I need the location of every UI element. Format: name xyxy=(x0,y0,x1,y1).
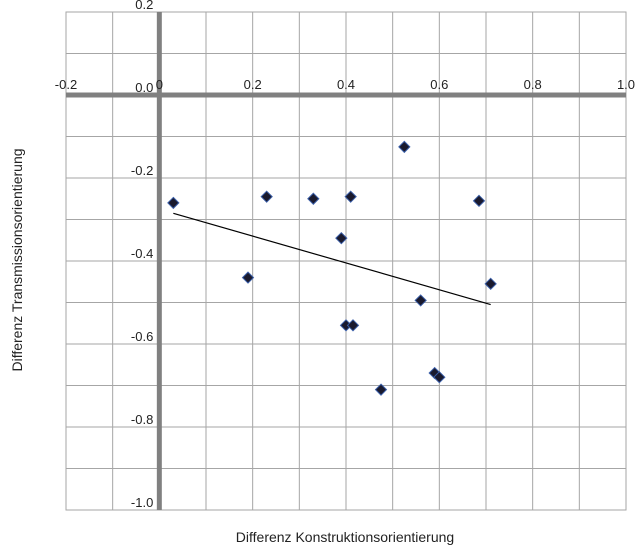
data-point xyxy=(241,271,255,284)
y-tick-label: -0.6 xyxy=(131,329,153,344)
data-point xyxy=(344,190,357,203)
data-point xyxy=(374,383,388,396)
data-points xyxy=(167,140,497,396)
x-tick-label: 1.0 xyxy=(617,77,635,92)
data-point xyxy=(398,140,411,154)
data-point xyxy=(433,370,446,384)
y-tick-label: -0.4 xyxy=(131,246,153,261)
data-point xyxy=(167,196,180,210)
trendline xyxy=(173,212,491,306)
x-axis-title: Differenz Konstruktionsorientierung xyxy=(236,529,454,545)
y-tick-label: 0.0 xyxy=(135,80,153,95)
tick-labels: -0.2 0 0.2 0.4 0.6 0.8 1.0 0.2 0.0 -0.2 -0.4 -0.6 -0… xyxy=(55,0,635,510)
y-tick-label: 0.2 xyxy=(135,0,153,12)
data-point xyxy=(335,231,348,245)
y-tick-label: -0.2 xyxy=(131,163,153,178)
data-point xyxy=(260,190,273,203)
data-point xyxy=(414,294,427,307)
x-tick-label: 0.6 xyxy=(430,77,448,92)
x-tick-label: 0 xyxy=(156,77,163,92)
data-point xyxy=(346,319,360,332)
data-point xyxy=(472,194,486,208)
y-tick-label: -0.8 xyxy=(131,412,153,427)
y-axis-title: Differenz Transmissionsorientierung xyxy=(9,148,25,371)
data-point xyxy=(484,277,497,291)
x-tick-label: 0.2 xyxy=(244,77,262,92)
y-tick-label: -1.0 xyxy=(131,495,153,510)
trendline-group xyxy=(173,212,491,306)
x-tick-label: -0.2 xyxy=(55,77,77,92)
x-tick-label: 0.4 xyxy=(337,77,355,92)
data-point xyxy=(307,192,320,205)
axes xyxy=(66,12,626,510)
x-tick-label: 0.8 xyxy=(524,77,542,92)
